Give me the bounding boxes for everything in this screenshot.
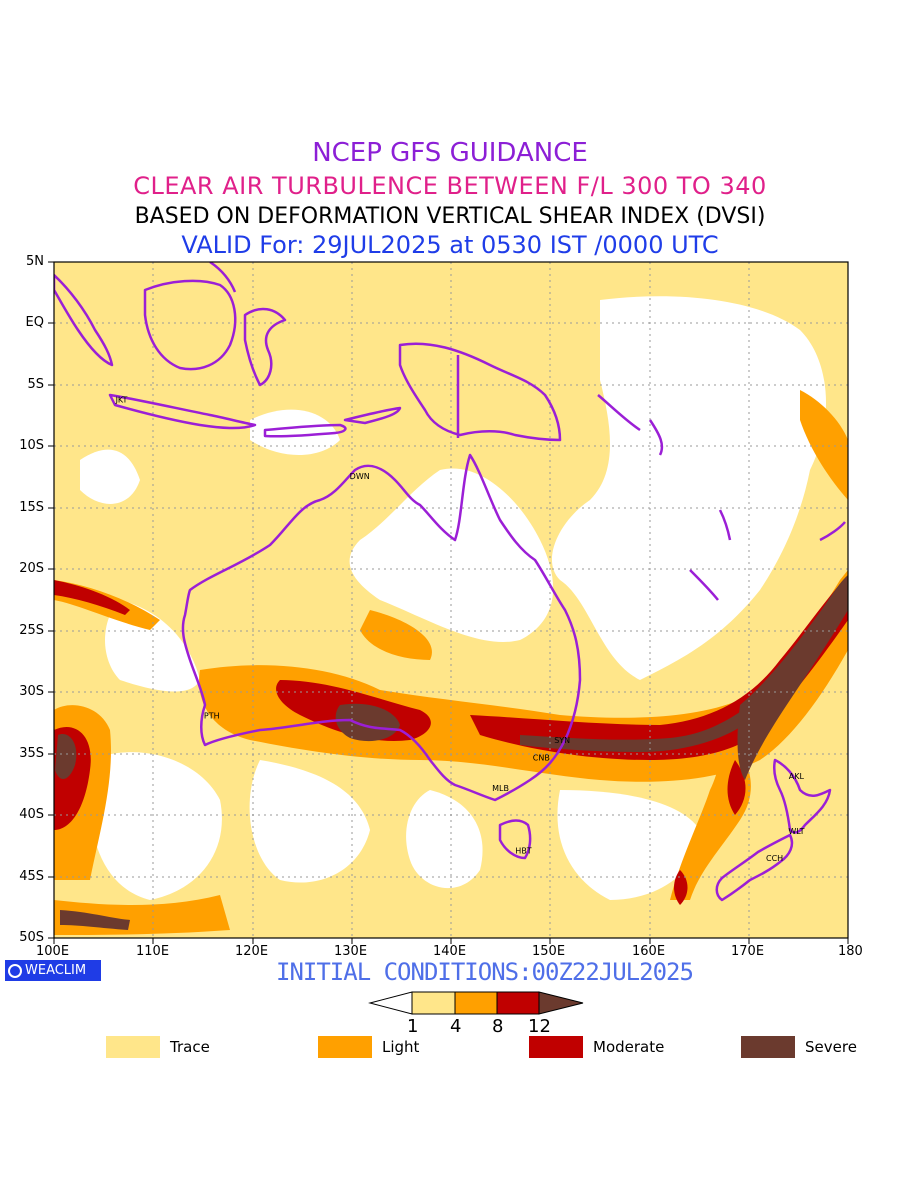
valid-time-label: VALID For: 29JUL2025 at 0530 IST /0000 U… (181, 231, 719, 259)
lon-label: 100E (36, 944, 70, 959)
colorbar-tick: 1 (407, 1016, 419, 1037)
legend-label: Severe (805, 1038, 857, 1056)
legend-label: Trace (170, 1038, 210, 1056)
lon-label: 170E (731, 944, 765, 959)
java-coastline (108, 393, 257, 430)
lon-label: 130E (334, 944, 368, 959)
sumatra-coastline (54, 273, 114, 367)
station-label: CNB (533, 753, 550, 762)
initial-conditions-label: INITIAL CONDITIONS:00Z22JUL2025 (276, 958, 694, 986)
station-label: WLT (788, 827, 804, 836)
nz-south-island (715, 833, 794, 902)
station-label: CCH (766, 854, 783, 863)
lat-label: 45S (19, 869, 44, 884)
logo-circle-icon (8, 963, 22, 978)
logo-text: WEACLIM (25, 963, 87, 978)
lon-label: 120E (235, 944, 269, 959)
colorbar-tick: 8 (492, 1016, 504, 1037)
lat-label: 5S (27, 377, 44, 392)
colorbar (368, 991, 584, 1015)
legend-swatch (529, 1036, 583, 1058)
colorbar-tick: 12 (528, 1016, 551, 1037)
lat-label: 50S (19, 930, 44, 945)
colorbar-under-triangle (368, 991, 413, 1015)
lon-label: 180 (838, 944, 863, 959)
nz-north-island (772, 758, 832, 834)
weaclim-logo: WEACLIM (5, 960, 101, 981)
grid-lines (54, 262, 848, 938)
coastlines (54, 262, 846, 902)
lat-label: 30S (19, 684, 44, 699)
lat-label: 40S (19, 807, 44, 822)
legend-item-trace: Trace (106, 1036, 210, 1058)
colorbar-severe-triangle (538, 991, 584, 1015)
lat-label: 35S (19, 746, 44, 761)
colorbar-moderate (496, 991, 540, 1015)
lat-label: EQ (25, 315, 44, 330)
lon-label: 140E (433, 944, 467, 959)
sulawesi-coastline (243, 307, 287, 387)
legend-item-moderate: Moderate (529, 1036, 664, 1058)
lon-label: 160E (632, 944, 666, 959)
tasmania-coastline (498, 819, 532, 860)
lat-label: 10S (19, 438, 44, 453)
lat-label: 5N (26, 254, 44, 269)
station-label: DWN (350, 472, 370, 481)
legend-label: Light (382, 1038, 420, 1056)
lon-label: 150E (532, 944, 566, 959)
station-labels: JKT DWN PTH SYN CNB MLB HBT AKL WLT CCH (115, 396, 805, 863)
lon-label: 110E (136, 944, 170, 959)
lat-label: 25S (19, 623, 44, 638)
borneo-coastline (143, 279, 237, 371)
legend-label: Moderate (593, 1038, 665, 1056)
station-label: AKL (789, 772, 805, 781)
method-label: BASED ON DEFORMATION VERTICAL SHEAR INDE… (134, 204, 766, 229)
colorbar-tick: 4 (450, 1016, 462, 1037)
colorbar-light (454, 991, 498, 1015)
lat-label: 20S (19, 561, 44, 576)
timor-coastline (343, 406, 402, 425)
legend-item-light: Light (318, 1036, 419, 1058)
colorbar-trace (411, 991, 456, 1015)
australia-coastline (181, 453, 582, 802)
station-label: JKT (115, 396, 128, 405)
legend-swatch (106, 1036, 160, 1058)
lat-label: 15S (19, 500, 44, 515)
chart-title: NCEP GFS GUIDANCE (312, 138, 588, 168)
legend-swatch (318, 1036, 372, 1058)
philippines-coastline (209, 262, 237, 293)
station-label: MLB (492, 784, 509, 793)
axis-ticks (48, 261, 849, 944)
station-label: PTH (204, 712, 220, 721)
chart-subtitle: CLEAR AIR TURBULENCE BETWEEN F/L 300 TO … (133, 172, 767, 200)
lesser-sunda-coastline (263, 423, 347, 438)
legend-item-severe: Severe (741, 1036, 857, 1058)
melanesia-islands (597, 394, 846, 601)
new-guinea-coastline (398, 342, 562, 442)
station-label: HBT (515, 847, 532, 856)
legend-swatch (741, 1036, 795, 1058)
station-label: SYN (554, 736, 570, 745)
